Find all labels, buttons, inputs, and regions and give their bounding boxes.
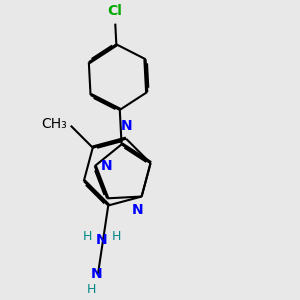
Text: N: N [91,267,102,281]
Text: Cl: Cl [107,4,122,19]
Text: H: H [83,230,92,243]
Text: N: N [101,159,112,173]
Text: H: H [86,283,96,296]
Text: H: H [112,230,121,243]
Text: N: N [132,203,143,217]
Text: N: N [96,232,107,247]
Text: CH₃: CH₃ [42,117,67,131]
Text: N: N [120,118,132,133]
